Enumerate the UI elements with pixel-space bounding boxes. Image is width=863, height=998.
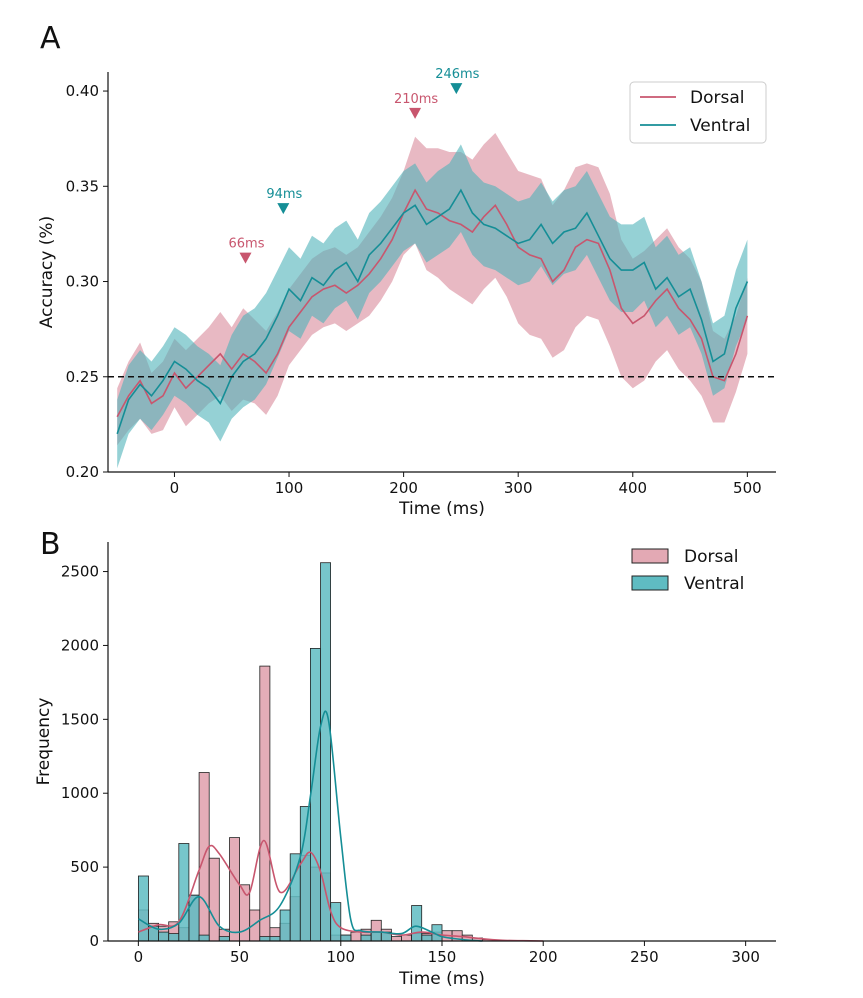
kde-ventral	[137, 710, 483, 942]
y-tick-labels: 0.20 0.25 0.30 0.35 0.40	[66, 82, 99, 481]
y-tick-label: 0.30	[66, 273, 99, 291]
bar-ventral	[178, 843, 190, 942]
bar-ventral	[279, 909, 291, 942]
legend-label-dorsal: Dorsal	[690, 88, 744, 108]
x-tick-labels: 0 50 100 150 200 250 300	[134, 948, 760, 966]
legend-swatch-dorsal	[631, 548, 669, 564]
peak-label-210ms: 210ms	[394, 92, 438, 107]
x-axis-label: Time (ms)	[398, 499, 485, 519]
x-tick-label: 100	[275, 479, 304, 497]
y-axis-label: Accuracy (%)	[37, 216, 57, 328]
peak-marker-66ms	[239, 252, 252, 264]
y-axis-label: Frequency	[34, 698, 54, 786]
x-tick-labels: 0 100 200 300 400 500	[170, 479, 762, 497]
bar-dorsal	[229, 837, 241, 942]
bar-dorsal	[259, 665, 271, 942]
x-tick-label: 200	[389, 479, 418, 497]
bar-dorsal	[208, 857, 220, 942]
bar-ventral	[340, 934, 352, 942]
panel-letter-b: B	[40, 527, 61, 562]
peak-markers: 66ms 94ms 210ms 246ms	[229, 67, 480, 264]
accuracy-chart: 66ms 94ms 210ms 246ms 0 100 200 300 400 500 0.20…	[37, 67, 776, 519]
bar-dorsal	[350, 931, 362, 942]
bar-ventral	[218, 936, 230, 942]
line-dorsal	[116, 188, 749, 418]
x-tick-label: 250	[630, 948, 659, 966]
y-tick-label: 1500	[61, 710, 99, 728]
x-tick-label: 400	[618, 479, 647, 497]
bar-ventral	[370, 931, 382, 942]
bar-ventral	[269, 936, 281, 942]
x-tick-label: 0	[134, 948, 144, 966]
kde-dorsal	[138, 839, 544, 942]
peak-marker-210ms	[409, 107, 422, 119]
bar-ventral	[411, 905, 423, 942]
y-tick-label: 1000	[61, 784, 99, 802]
bar-dorsal	[390, 936, 402, 942]
y-tick-label: 0	[89, 932, 99, 950]
bar-ventral	[259, 936, 271, 942]
legend-swatch-ventral	[631, 575, 669, 591]
band-ventral	[117, 144, 748, 469]
peak-marker-94ms	[277, 203, 290, 215]
histogram-chart: 0 50 100 150 200 250 300 05001000150020002500 …	[34, 542, 776, 989]
legend-label-dorsal: Dorsal	[684, 547, 738, 567]
x-tick-label: 150	[428, 948, 457, 966]
y-tick-label: 0.25	[66, 368, 99, 386]
y-tick-label: 0.20	[66, 463, 99, 481]
panel-letter-a: A	[40, 21, 61, 56]
y-tick-label: 2500	[61, 563, 99, 581]
x-tick-label: 200	[529, 948, 558, 966]
legend: Dorsal Ventral	[631, 547, 744, 594]
bar-ventral	[309, 648, 321, 942]
x-tick-label: 300	[731, 948, 760, 966]
bar-ventral	[188, 894, 200, 942]
y-tick-label: 500	[70, 858, 99, 876]
legend-label-ventral: Ventral	[684, 574, 744, 594]
bar-ventral	[320, 562, 332, 942]
x-tick-label: 300	[504, 479, 533, 497]
bar-ventral	[421, 934, 433, 942]
peak-label-246ms: 246ms	[435, 67, 479, 82]
x-tick-label: 500	[733, 479, 762, 497]
y-tick-label: 0.40	[66, 82, 99, 100]
x-tick-label: 50	[230, 948, 249, 966]
legend: Dorsal Ventral	[629, 81, 767, 144]
bar-ventral	[360, 934, 372, 942]
bar-ventral	[158, 931, 170, 942]
x-tick-label: 100	[326, 948, 355, 966]
y-tick-label: 2000	[61, 636, 99, 654]
histogram-bars	[137, 562, 504, 942]
x-tick-label: 0	[170, 479, 180, 497]
axes	[103, 542, 776, 946]
legend-label-ventral: Ventral	[690, 116, 750, 136]
peak-label-66ms: 66ms	[229, 237, 265, 252]
bar-ventral	[198, 934, 210, 942]
y-tick-label: 0.35	[66, 177, 99, 195]
axes	[103, 72, 776, 477]
confidence-bands	[117, 133, 748, 469]
peak-marker-246ms	[450, 83, 463, 95]
line-ventral	[116, 188, 749, 435]
x-axis-label: Time (ms)	[398, 969, 485, 989]
bar-dorsal	[401, 934, 413, 942]
y-tick-labels: 0 500 1000 1500 2000 2500	[61, 563, 99, 950]
density-curves	[137, 710, 544, 942]
peak-label-94ms: 94ms	[266, 187, 302, 202]
bar-ventral	[168, 933, 180, 942]
series-lines	[116, 188, 749, 435]
